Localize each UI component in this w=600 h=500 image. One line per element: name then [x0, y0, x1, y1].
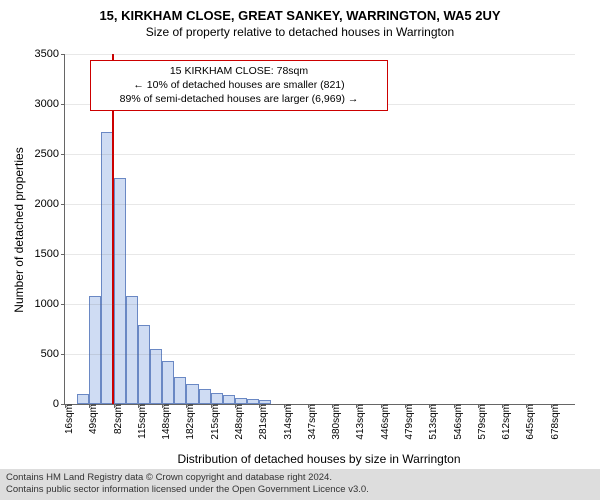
histogram-bar	[89, 296, 101, 404]
xtick-label: 314sqm	[283, 404, 294, 440]
xtick-label: 16sqm	[64, 404, 75, 434]
xtick-label: 678sqm	[550, 404, 561, 440]
xtick-label: 479sqm	[404, 404, 415, 440]
footer-line2: Contains public sector information licen…	[6, 484, 594, 496]
annotation-line-larger: 89% of semi-detached houses are larger (…	[99, 92, 379, 106]
ytick-label: 2500	[35, 148, 59, 160]
histogram-bar	[186, 384, 198, 404]
xtick-label: 380sqm	[331, 404, 342, 440]
ytick-label: 0	[53, 398, 59, 410]
histogram-bar	[211, 393, 223, 404]
xtick-label: 182sqm	[185, 404, 196, 440]
xtick-label: 215sqm	[210, 404, 221, 440]
ytick-label: 2000	[35, 198, 59, 210]
annotation-box: 15 KIRKHAM CLOSE: 78sqm ← 10% of detache…	[90, 60, 388, 111]
histogram-bar	[77, 394, 89, 404]
xtick-label: 148sqm	[161, 404, 172, 440]
chart-container: 15, KIRKHAM CLOSE, GREAT SANKEY, WARRING…	[0, 0, 600, 500]
ytick-label: 1000	[35, 298, 59, 310]
xtick-label: 413sqm	[355, 404, 366, 440]
histogram-bar	[138, 325, 150, 404]
x-axis-label: Distribution of detached houses by size …	[64, 452, 574, 466]
xtick-label: 281sqm	[258, 404, 269, 440]
histogram-bar	[150, 349, 162, 404]
chart-title-address: 15, KIRKHAM CLOSE, GREAT SANKEY, WARRING…	[0, 0, 600, 23]
histogram-bar	[199, 389, 211, 404]
xtick-label: 546sqm	[453, 404, 464, 440]
xtick-label: 513sqm	[428, 404, 439, 440]
annotation-line-smaller: ← 10% of detached houses are smaller (82…	[99, 78, 379, 92]
xtick-label: 579sqm	[477, 404, 488, 440]
ytick-label: 500	[41, 348, 59, 360]
xtick-label: 446sqm	[380, 404, 391, 440]
ytick-label: 3500	[35, 48, 59, 60]
y-axis-label: Number of detached properties	[12, 55, 26, 405]
xtick-label: 248sqm	[234, 404, 245, 440]
xtick-label: 115sqm	[137, 404, 148, 439]
xtick-label: 612sqm	[501, 404, 512, 440]
histogram-bar	[223, 395, 235, 404]
histogram-bar	[126, 296, 138, 404]
chart-subtitle: Size of property relative to detached ho…	[0, 23, 600, 39]
xtick-label: 49sqm	[88, 404, 99, 434]
histogram-bar	[114, 178, 126, 404]
xtick-label: 82sqm	[113, 404, 124, 434]
footer-attribution: Contains HM Land Registry data © Crown c…	[0, 469, 600, 500]
annotation-line-size: 15 KIRKHAM CLOSE: 78sqm	[99, 64, 379, 78]
ytick-label: 3000	[35, 98, 59, 110]
histogram-bar	[162, 361, 174, 404]
xtick-label: 645sqm	[525, 404, 536, 440]
histogram-bar	[174, 377, 186, 405]
footer-line1: Contains HM Land Registry data © Crown c…	[6, 472, 594, 484]
ytick-label: 1500	[35, 248, 59, 260]
xtick-label: 347sqm	[307, 404, 318, 440]
